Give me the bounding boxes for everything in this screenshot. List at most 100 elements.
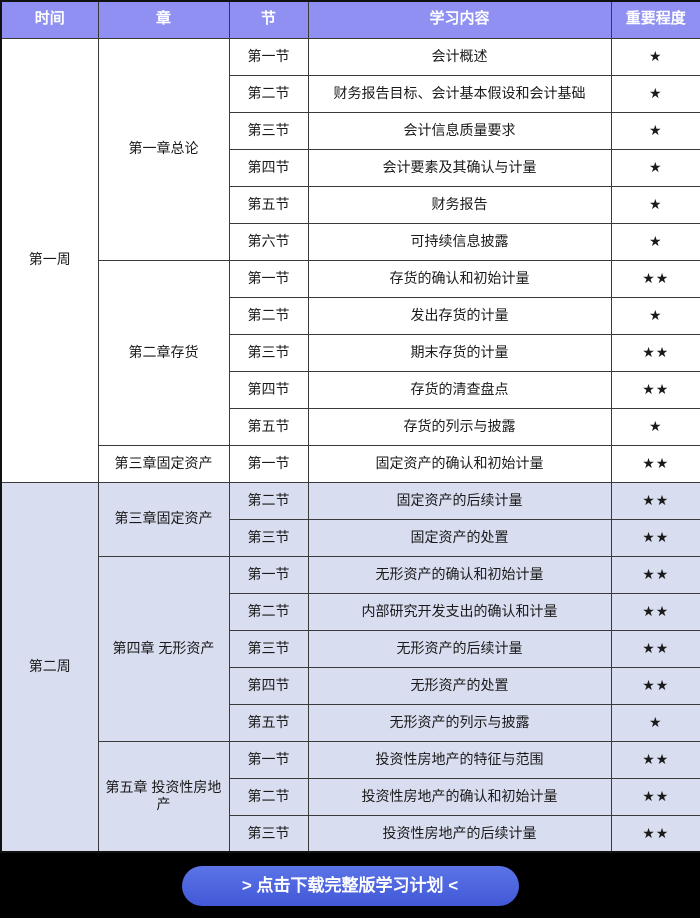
section-cell: 第四节 [228,370,309,409]
chapter-cell: 第五章 投资性房地产 [97,740,230,853]
importance-cell: ★ [610,296,700,335]
importance-cell: ★★ [610,555,700,594]
chapter-cell: 第三章固定资产 [97,444,230,483]
footer-band: > 点击下载完整版学习计划 < [0,853,700,918]
chapter-cell: 第三章固定资产 [97,481,230,557]
table-row: 第三节 期末存货的计量 ★★ [1,333,700,372]
table-row: 第三节 无形资产的后续计量 ★★ [1,629,700,668]
section-cell: 第六节 [228,222,309,261]
importance-cell: ★★ [610,444,700,483]
content-cell: 固定资产的确认和初始计量 [307,444,612,483]
section-cell: 第三节 [228,629,309,668]
table-row: 第二周 第三章固定资产 第二节 固定资产的后续计量 ★★ [0,481,700,853]
time-cell: 第一周 [0,37,99,483]
table-row: 第五节 无形资产的列示与披露 ★ [1,703,700,742]
importance-cell: ★★ [610,370,700,409]
table-row: 第五章 投资性房地产 第一节 投资性房地产的特征与范围 ★★ [1,740,700,853]
importance-cell: ★ [610,703,700,742]
importance-cell: ★ [610,185,700,224]
importance-cell: ★★ [610,629,700,668]
section-cell: 第二节 [228,74,309,113]
download-plan-button[interactable]: > 点击下载完整版学习计划 < [181,865,519,906]
importance-cell: ★★ [610,666,700,705]
table-row: 第三节 会计信息质量要求 ★ [1,111,700,150]
section-cell: 第三节 [228,111,309,150]
header-section: 节 [228,0,309,39]
content-cell: 固定资产的处置 [307,518,612,557]
importance-cell: ★ [610,74,700,113]
section-cell: 第一节 [228,444,309,483]
importance-cell: ★★ [610,777,700,816]
content-cell: 存货的列示与披露 [307,407,612,446]
content-cell: 投资性房地产的后续计量 [307,814,612,853]
chapter-cell: 第一章总论 [97,37,230,261]
importance-cell: ★ [610,148,700,187]
content-cell: 可持续信息披露 [307,222,612,261]
table-header: 时间 章 节 学习内容 重要程度 [0,0,700,39]
table-body: 第一周 第一章总论 第一节 会计概述 ★ 第二节 财务报告目标、会计基本假设和会计基础 ★ 第三… [0,37,700,853]
section-cell: 第一节 [228,259,309,298]
table-row: 第二章存货 第一节 存货的确认和初始计量 ★★ [1,259,700,446]
table-row: 第三节 投资性房地产的后续计量 ★★ [1,814,700,853]
header-row: 时间 章 节 学习内容 重要程度 [0,0,700,39]
section-cell: 第三节 [228,518,309,557]
importance-cell: ★★ [610,814,700,853]
time-cell: 第二周 [0,481,99,853]
section-cell: 第四节 [228,666,309,705]
importance-cell: ★ [610,111,700,150]
study-plan-table: 时间 章 节 学习内容 重要程度 第一周 第一章总论 第一节 会计概述 ★ 第二节 财务报告… [0,0,700,853]
content-cell: 无形资产的后续计量 [307,629,612,668]
content-cell: 存货的清查盘点 [307,370,612,409]
section-cell: 第二节 [228,296,309,335]
importance-cell: ★★ [610,518,700,557]
section-cell: 第一节 [228,740,309,779]
table-row: 第五节 财务报告 ★ [1,185,700,224]
section-cell: 第一节 [228,37,309,76]
chapter-cell: 第二章存货 [97,259,230,446]
content-cell: 内部研究开发支出的确认和计量 [307,592,612,631]
section-cell: 第三节 [228,333,309,372]
importance-cell: ★★ [610,592,700,631]
content-cell: 会计要素及其确认与计量 [307,148,612,187]
section-cell: 第五节 [228,185,309,224]
content-cell: 无形资产的确认和初始计量 [307,555,612,594]
content-cell: 发出存货的计量 [307,296,612,335]
content-cell: 无形资产的列示与披露 [307,703,612,742]
table-row: 第五节 存货的列示与披露 ★ [1,407,700,446]
chapter-cell: 第四章 无形资产 [97,555,230,742]
table-row: 第二节 发出存货的计量 ★ [1,296,700,335]
section-cell: 第二节 [228,777,309,816]
table-row: 第三章固定资产 第一节 固定资产的确认和初始计量 ★★ [1,444,700,483]
importance-cell: ★ [610,37,700,76]
table-row: 第四节 存货的清查盘点 ★★ [1,370,700,409]
table-row: 第四节 会计要素及其确认与计量 ★ [1,148,700,187]
header-time: 时间 [0,0,99,39]
table-row: 第四章 无形资产 第一节 无形资产的确认和初始计量 ★★ [1,555,700,742]
importance-cell: ★★ [610,259,700,298]
section-cell: 第五节 [228,703,309,742]
content-cell: 投资性房地产的确认和初始计量 [307,777,612,816]
content-cell: 存货的确认和初始计量 [307,259,612,298]
importance-cell: ★★ [610,740,700,779]
content-cell: 固定资产的后续计量 [307,481,612,520]
section-cell: 第二节 [228,592,309,631]
content-cell: 会计概述 [307,37,612,76]
header-content: 学习内容 [307,0,612,39]
table-row: 第二节 财务报告目标、会计基本假设和会计基础 ★ [1,74,700,113]
content-cell: 无形资产的处置 [307,666,612,705]
table-row: 第一周 第一章总论 第一节 会计概述 ★ [0,37,700,483]
section-cell: 第二节 [228,481,309,520]
importance-cell: ★★ [610,333,700,372]
importance-cell: ★ [610,222,700,261]
table-row: 第三节 固定资产的处置 ★★ [1,518,700,557]
table-row: 第二节 内部研究开发支出的确认和计量 ★★ [1,592,700,631]
content-cell: 财务报告 [307,185,612,224]
importance-cell: ★ [610,407,700,446]
content-cell: 会计信息质量要求 [307,111,612,150]
content-cell: 期末存货的计量 [307,333,612,372]
content-cell: 投资性房地产的特征与范围 [307,740,612,779]
content-cell: 财务报告目标、会计基本假设和会计基础 [307,74,612,113]
section-cell: 第三节 [228,814,309,853]
table-row: 第四节 无形资产的处置 ★★ [1,666,700,705]
